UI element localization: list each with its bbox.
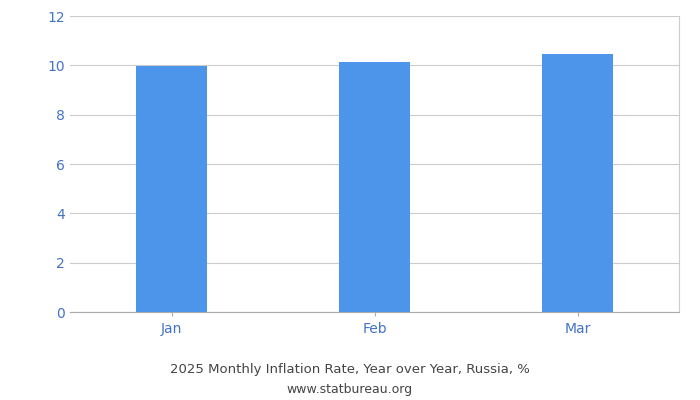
Bar xyxy=(136,66,207,312)
Text: www.statbureau.org: www.statbureau.org xyxy=(287,384,413,396)
Text: 2025 Monthly Inflation Rate, Year over Year, Russia, %: 2025 Monthly Inflation Rate, Year over Y… xyxy=(170,364,530,376)
Bar xyxy=(542,54,613,312)
Bar xyxy=(339,62,410,312)
